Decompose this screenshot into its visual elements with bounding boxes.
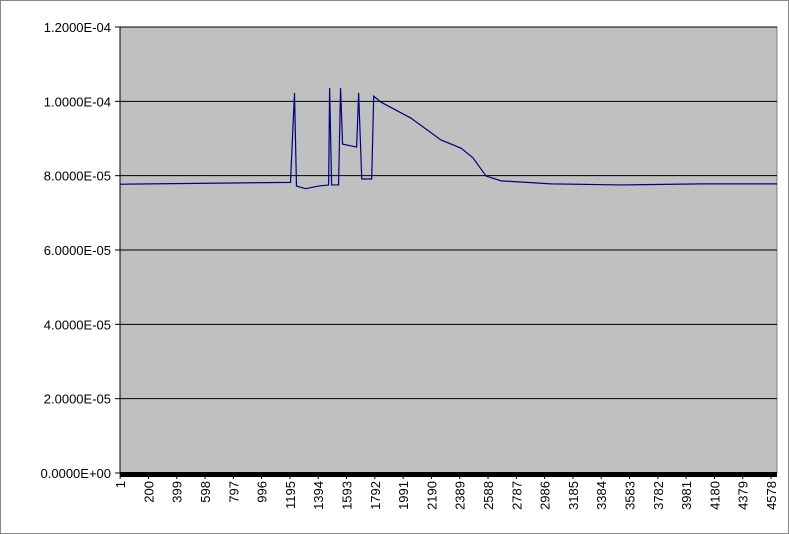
x-tick-label: 2190 (424, 481, 439, 510)
x-tick-label: 1792 (368, 481, 383, 510)
x-tick-label: 3782 (651, 481, 666, 510)
y-tick-label: 4.0000E-05 (44, 317, 111, 332)
x-tick-label: 3384 (594, 481, 609, 510)
y-tick-label: 1.0000E-04 (44, 94, 111, 109)
y-tick-label: 8.0000E-05 (44, 169, 111, 184)
x-tick-label: 598 (198, 481, 213, 503)
data-line (119, 87, 777, 190)
x-tick-label: 4180 (707, 481, 722, 510)
x-tick-label: 1195 (283, 481, 298, 509)
x-tick-label: 4379 (736, 481, 751, 510)
x-axis (120, 472, 777, 477)
x-tick-label: 797 (226, 481, 241, 503)
y-tick-label: 2.0000E-05 (44, 392, 111, 407)
y-tick-label: 1.2000E-04 (44, 20, 111, 35)
x-tick-label: 1593 (340, 481, 355, 510)
x-tick-label: 200 (141, 481, 156, 503)
x-tick-label: 2389 (453, 481, 468, 510)
x-tick-label: 2986 (538, 481, 553, 510)
x-tick-label: 3583 (623, 481, 638, 510)
x-tick-label: 4578 (764, 481, 779, 510)
x-tick-label: 3185 (566, 481, 581, 510)
x-tick-label: 2588 (481, 481, 496, 510)
x-tick-label: 3981 (679, 481, 694, 510)
x-tick-label: 996 (255, 481, 270, 503)
x-tick-label: 2787 (509, 481, 524, 510)
y-tick-label: 6.0000E-05 (44, 243, 111, 258)
x-tick-label: 399 (170, 481, 185, 503)
x-tick-label: 1394 (311, 481, 326, 510)
x-tick-label: 1991 (396, 481, 411, 510)
y-tick-label: 0.0000E+00 (41, 466, 111, 481)
x-tick-label: 1 (113, 481, 128, 488)
